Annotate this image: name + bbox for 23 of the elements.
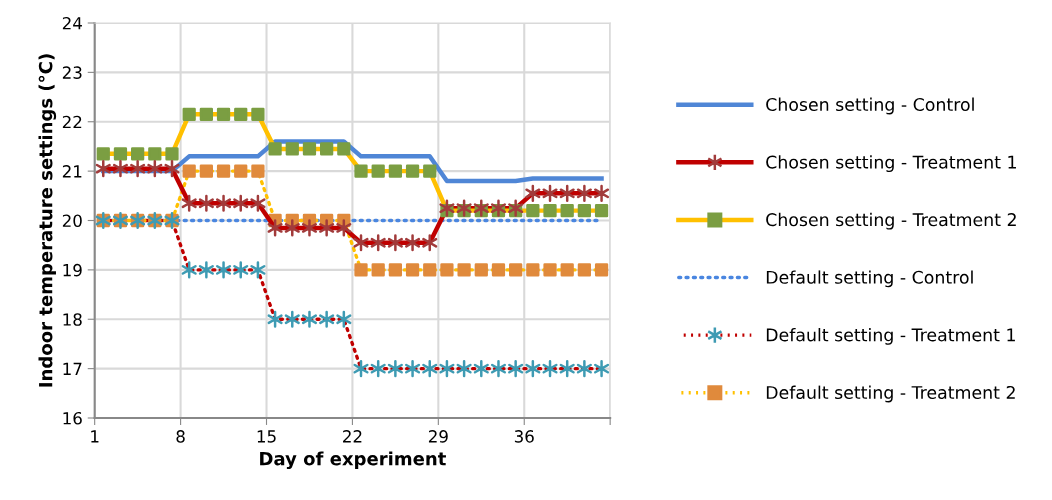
y-tick-label: 17 (63, 362, 82, 375)
y-tick-label: 16 (63, 411, 82, 425)
legend-label: Default setting - Control (766, 270, 973, 288)
y-tick-label: 18 (63, 313, 82, 326)
x-tick-label: 29 (428, 430, 448, 443)
legend-label: Chosen setting - Treatment 2 (766, 212, 1016, 230)
x-tick-label: 22 (343, 430, 362, 443)
legend-label: Chosen setting - Treatment 1 (766, 155, 1016, 172)
y-tick-label: 19 (63, 263, 82, 277)
x-axis-title: Day of experiment (260, 451, 446, 470)
y-tick-label: 24 (62, 16, 82, 30)
y-axis-title: Indoor temperature settings (°C) (38, 54, 57, 387)
legend-label: Default setting - Treatment 2 (766, 385, 1015, 403)
legend-label: Default setting - Treatment 1 (766, 328, 1015, 345)
legend-label: Chosen setting - Control (766, 97, 974, 115)
x-tick-label: 8 (176, 430, 185, 443)
x-tick-label: 36 (514, 430, 534, 443)
y-tick-label: 22 (62, 115, 82, 129)
y-tick-label: 21 (62, 165, 82, 178)
y-tick-label: 23 (62, 66, 82, 79)
x-tick-label: 1 (91, 430, 99, 443)
y-tick-label: 20 (62, 214, 82, 228)
x-tick-label: 15 (257, 430, 276, 443)
